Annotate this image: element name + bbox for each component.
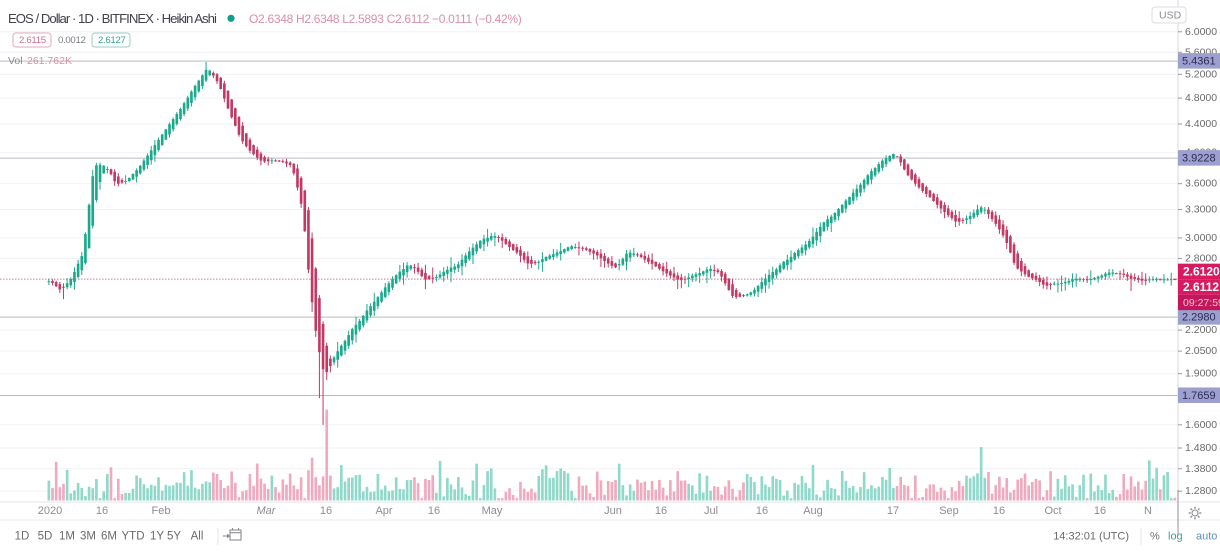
svg-text:2.0500: 2.0500 (1185, 345, 1217, 357)
svg-text:4.8000: 4.8000 (1185, 92, 1217, 104)
svg-text:1.6000: 1.6000 (1185, 419, 1217, 431)
svg-text:auto: auto (1196, 531, 1217, 543)
svg-text:1D: 1D (15, 531, 30, 543)
svg-text:1.3800: 1.3800 (1185, 463, 1217, 475)
svg-text:6M: 6M (101, 531, 117, 543)
svg-text:14:32:01 (UTC): 14:32:01 (UTC) (1053, 531, 1129, 543)
svg-text:3.0000: 3.0000 (1185, 232, 1217, 244)
svg-text:5D: 5D (38, 531, 53, 543)
svg-text:5.4361: 5.4361 (1182, 55, 1216, 67)
svg-text:Oct: Oct (1044, 505, 1061, 517)
svg-text:Sep: Sep (939, 505, 959, 517)
svg-text:5Y: 5Y (167, 531, 181, 543)
svg-text:16: 16 (756, 505, 768, 517)
svg-text:16: 16 (428, 505, 440, 517)
svg-text:log: log (1168, 531, 1183, 543)
svg-text:Jul: Jul (704, 505, 718, 517)
svg-text:2020: 2020 (38, 505, 62, 517)
svg-text:YTD: YTD (122, 531, 145, 543)
svg-text:1.9000: 1.9000 (1185, 368, 1217, 380)
svg-text:2.6120: 2.6120 (1183, 264, 1220, 278)
svg-text:USD: USD (1159, 10, 1182, 22)
svg-text:2.6127: 2.6127 (98, 35, 126, 46)
svg-text:3.6000: 3.6000 (1185, 178, 1217, 190)
svg-text:1.4800: 1.4800 (1185, 442, 1217, 454)
svg-text:3.9228: 3.9228 (1182, 152, 1216, 164)
svg-text:EOS / Dollar · 1D · BITFINEX ·: EOS / Dollar · 1D · BITFINEX · Heikin As… (8, 11, 217, 26)
svg-text:1.2800: 1.2800 (1185, 485, 1217, 497)
svg-text:261.762K: 261.762K (27, 55, 72, 67)
svg-text:Jun: Jun (604, 505, 622, 517)
svg-text:2.6112: 2.6112 (1183, 280, 1219, 294)
svg-text:16: 16 (96, 505, 108, 517)
svg-text:%: % (1150, 531, 1160, 543)
svg-text:17: 17 (887, 505, 899, 517)
svg-text:All: All (191, 531, 204, 543)
svg-text:2.8000: 2.8000 (1185, 252, 1217, 264)
svg-text:16: 16 (993, 505, 1005, 517)
svg-text:09:27:59: 09:27:59 (1183, 297, 1220, 309)
svg-text:16: 16 (320, 505, 332, 517)
svg-text:May: May (482, 505, 503, 517)
svg-text:0.0012: 0.0012 (58, 35, 86, 46)
svg-text:3M: 3M (80, 531, 96, 543)
svg-text:Mar: Mar (257, 505, 277, 517)
svg-text:Apr: Apr (375, 505, 392, 517)
svg-text:Vol: Vol (8, 55, 23, 67)
svg-text:3.3000: 3.3000 (1185, 204, 1217, 216)
svg-text:5.2000: 5.2000 (1185, 68, 1217, 80)
svg-text:16: 16 (1094, 505, 1106, 517)
svg-text:2.6115: 2.6115 (19, 35, 46, 46)
svg-text:4.4000: 4.4000 (1185, 118, 1217, 130)
svg-text:N: N (1144, 505, 1152, 517)
svg-text:16: 16 (655, 505, 667, 517)
svg-text:6.0000: 6.0000 (1185, 26, 1217, 38)
svg-text:2.2980: 2.2980 (1182, 311, 1216, 323)
svg-text:O2.6348 H2.6348 L2.5893 C2.611: O2.6348 H2.6348 L2.5893 C2.6112 −0.0111 … (249, 12, 522, 26)
svg-text:1M: 1M (59, 531, 75, 543)
svg-text:1Y: 1Y (150, 531, 164, 543)
svg-text:Feb: Feb (152, 505, 171, 517)
svg-text:2.2000: 2.2000 (1185, 324, 1217, 336)
svg-text:Aug: Aug (803, 505, 823, 517)
svg-text:1.7659: 1.7659 (1182, 390, 1216, 402)
